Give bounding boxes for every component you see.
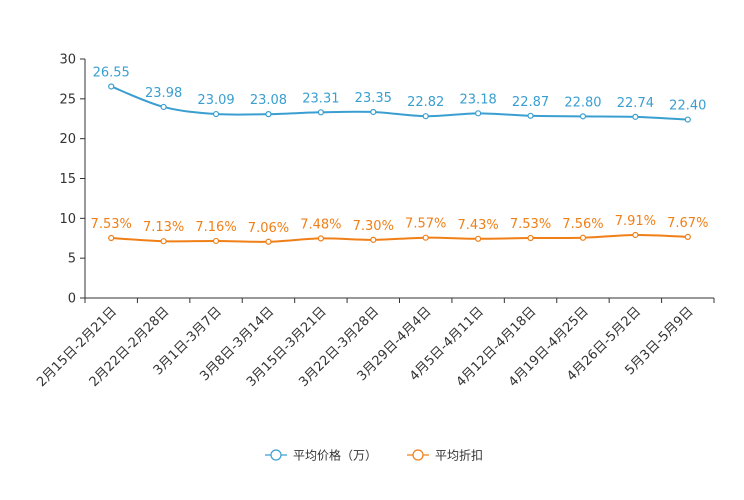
data-label: 26.55 — [93, 65, 130, 80]
data-label: 22.82 — [407, 95, 444, 110]
data-point — [317, 109, 324, 116]
y-tick-label: 30 — [59, 53, 76, 68]
data-label: 7.57% — [405, 217, 446, 232]
data-label: 7.13% — [143, 220, 184, 235]
data-point — [160, 103, 167, 111]
y-tick-label: 20 — [59, 132, 76, 147]
data-point — [212, 237, 220, 245]
data-label: 7.53% — [91, 217, 132, 232]
data-label: 22.80 — [564, 95, 601, 110]
data-point — [527, 234, 534, 242]
data-label: 22.74 — [617, 96, 654, 111]
data-label: 7.67% — [667, 216, 708, 231]
data-label: 22.40 — [669, 99, 706, 114]
data-point — [579, 234, 587, 241]
data-label: 23.35 — [355, 91, 392, 106]
data-label: 7.16% — [195, 220, 236, 235]
data-point — [370, 108, 377, 116]
data-point — [475, 235, 482, 242]
data-label: 23.08 — [250, 93, 287, 108]
data-point — [422, 234, 429, 241]
legend-label: 平均价格（万） — [293, 448, 377, 463]
data-label: 23.09 — [197, 93, 234, 108]
data-point — [684, 116, 691, 123]
data-point — [265, 238, 272, 245]
y-tick-label: 5 — [68, 252, 76, 267]
data-point — [265, 111, 272, 118]
data-point — [475, 110, 482, 117]
y-tick-label: 25 — [59, 92, 76, 107]
data-label: 22.87 — [512, 95, 549, 110]
legend-marker-circle — [412, 449, 424, 461]
data-point — [317, 235, 324, 242]
data-point — [579, 113, 587, 120]
series-line-1 — [111, 233, 688, 243]
y-tick-label: 10 — [59, 212, 76, 227]
data-label: 7.53% — [510, 217, 551, 232]
data-label: 7.06% — [248, 221, 289, 236]
data-point — [108, 234, 115, 242]
data-label: 7.30% — [353, 219, 394, 234]
data-point — [370, 236, 377, 243]
data-point — [108, 83, 115, 90]
data-label: 23.98 — [145, 86, 182, 101]
data-point — [632, 231, 639, 239]
data-label: 23.18 — [460, 92, 497, 107]
data-point — [632, 113, 639, 120]
legend-label: 平均折扣 — [435, 448, 483, 463]
data-label: 7.56% — [562, 217, 603, 232]
data-label: 23.31 — [302, 91, 339, 106]
data-point — [527, 112, 534, 119]
series-line-0 — [110, 85, 688, 121]
data-point — [684, 233, 691, 240]
data-label: 7.43% — [457, 218, 498, 233]
y-tick-label: 0 — [68, 292, 76, 307]
data-label: 7.91% — [615, 214, 656, 229]
data-point — [160, 238, 167, 245]
data-label: 7.48% — [300, 217, 341, 232]
y-tick-label: 15 — [59, 172, 76, 187]
legend-marker-circle — [270, 449, 282, 461]
data-point — [422, 113, 429, 120]
data-point — [212, 110, 220, 118]
